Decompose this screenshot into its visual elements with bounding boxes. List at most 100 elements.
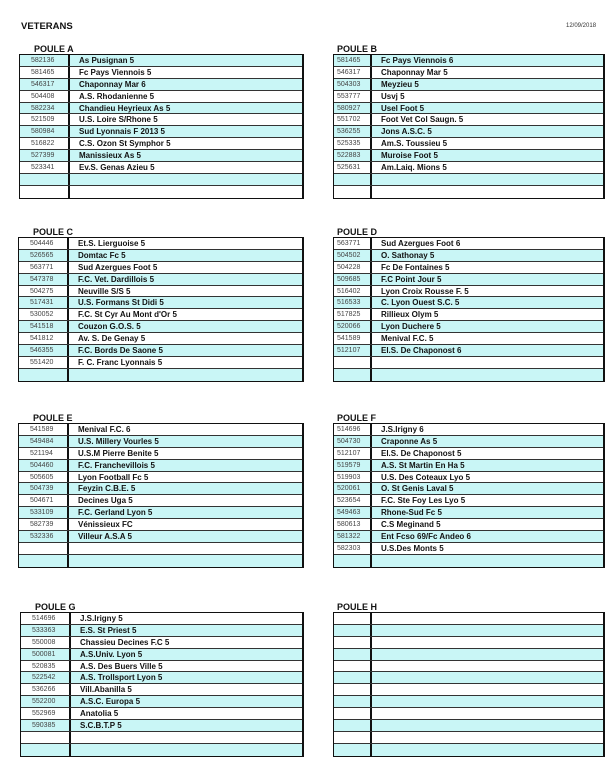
club-number: 563771 [334,238,372,249]
table-row: 536255 Jons A.S.C. 5 [334,126,603,139]
table-row: 504502 O. Sathonay 5 [334,249,603,262]
club-number: 530052 [19,309,69,321]
table-row: 582136 As Pusignan 5 [20,55,302,67]
team-name: Ev.S. Genas Azieu 5 [79,163,155,173]
table-row: 516822 C.S. Ozon St Symphor 5 [20,138,302,151]
club-number: 563771 [19,261,69,273]
table-row: 525631 Am.Laiq. Mions 5 [334,162,603,174]
team-name: Chandieu Heyrieux As 5 [79,103,171,113]
table-row: 533109 F.C. Gerland Lyon 5 [19,507,302,520]
team-name [372,649,603,660]
table-row: 547378 F.C. Vet. Dardillois 5 [19,273,302,286]
team-name [372,613,603,624]
team-name: U.S. Loire S/Rhone 5 [79,115,158,125]
team-name: C.S Meginand 5 [381,520,441,530]
table-row: 590385 S.C.B.T.P 5 [21,720,302,732]
table-row: 580927 Usel Foot 5 [334,102,603,115]
team-name: A.S. Rhodanienne 5 [79,91,155,101]
club-number: 523341 [20,162,70,173]
poule-f: POULE F 514696 J.S.Irigny 6 504730 Craponne … [333,413,605,568]
club-number: 516822 [20,138,70,150]
team-name [69,555,302,567]
team-name: Menival F.C. 5 [381,334,434,344]
team-name [372,661,603,672]
team-name: C.S. Ozon St Symphor 5 [79,139,171,149]
team-name: Fc Pays Viennois 6 [381,56,454,65]
team-name: U.S.Des Monts 5 [381,543,444,553]
table-row [334,636,603,649]
poule-table: 514696 J.S.Irigny 5 533363 E.S. St Priest 5… [20,612,304,757]
club-number: 521509 [20,114,70,126]
team-name: S.C.B.T.P 5 [80,721,122,731]
club-number [334,356,372,368]
table-row [334,731,603,744]
table-row: 519579 A.S. St Martin En Ha 5 [334,459,603,472]
table-row: 520061 O. St Genis Laval 5 [334,483,603,496]
club-number: 509685 [334,273,372,285]
team-name [372,720,603,731]
document-date: 12/09/2018 [566,23,597,29]
table-row: 522542 A.S. Trollsport Lyon 5 [21,672,302,685]
team-name: Ent Fcso 69/Fc Andeo 6 [381,532,471,542]
team-name: Am.Laiq. Mions 5 [381,163,447,173]
table-row: 541812 Av. S. De Genay 5 [19,333,302,346]
club-number [19,542,69,554]
club-number: 533363 [21,624,71,636]
page-title: VETERANS [21,21,73,32]
table-row: 550008 Chassieu Decines F.C 5 [21,636,302,649]
table-row [20,173,302,186]
team-name: Usel Foot 5 [381,103,425,113]
table-row [334,684,603,697]
team-name: J.S.Irigny 6 [381,425,424,434]
team-name [372,369,603,381]
club-number [20,173,70,185]
club-number: 590385 [21,720,71,731]
club-number: 546317 [334,66,372,78]
club-number: 500081 [21,648,71,660]
team-name: U.S.M Pierre Benite 5 [78,448,159,458]
poule-title: POULE B [337,44,378,54]
club-number [20,185,70,198]
team-name [69,543,302,554]
team-name [372,555,603,567]
club-number: 549484 [19,435,69,447]
team-name: As Pusignan 5 [79,56,135,65]
club-number: 522542 [21,672,71,684]
team-name: Anatolia 5 [80,709,119,719]
table-row: 505605 Lyon Football Fc 5 [19,471,302,484]
table-row: 520835 A.S. Des Buers Ville 5 [21,660,302,673]
table-row [334,720,603,732]
club-number [334,173,372,185]
club-number: 581322 [334,531,372,542]
table-row: 533363 E.S. St Priest 5 [21,624,302,637]
club-number [334,720,372,731]
club-number: 536266 [21,684,71,696]
team-name: Et.S. Lierguoise 5 [78,239,146,248]
team-name [372,637,603,648]
table-row: 536266 Vill.Abanilla 5 [21,684,302,697]
poule-table: 514696 J.S.Irigny 6 504730 Craponne As 5 512… [333,423,605,568]
team-name [372,357,603,368]
club-number [334,636,372,648]
team-name [71,732,302,743]
team-name: Decines Uga 5 [78,496,133,506]
club-number: 514696 [334,424,372,435]
table-row: 504671 Decines Uga 5 [19,495,302,508]
table-row [19,368,302,381]
table-row: 521509 U.S. Loire S/Rhone 5 [20,114,302,127]
club-number: 504275 [19,285,69,297]
poule-table: 563771 Sud Azergues Foot 6 504502 O. Sathon… [333,237,605,382]
team-name: El.S. De Chaponost 6 [381,346,462,356]
club-number: 581465 [20,66,70,78]
team-name: E.S. St Priest 5 [80,625,137,635]
club-number: 582234 [20,102,70,114]
team-name [71,744,302,756]
club-number: 546355 [19,345,69,356]
table-row: 581465 Fc Pays Viennois 5 [20,66,302,79]
club-number [334,554,372,567]
table-row: 504446 Et.S. Lierguoise 5 [19,238,302,250]
table-row: 546355 F.C. Bords De Saone 5 [19,345,302,357]
team-name: Chaponnay Mar 6 [79,79,146,89]
club-number [334,684,372,696]
table-row: 530052 F.C. St Cyr Au Mont d'Or 5 [19,309,302,322]
